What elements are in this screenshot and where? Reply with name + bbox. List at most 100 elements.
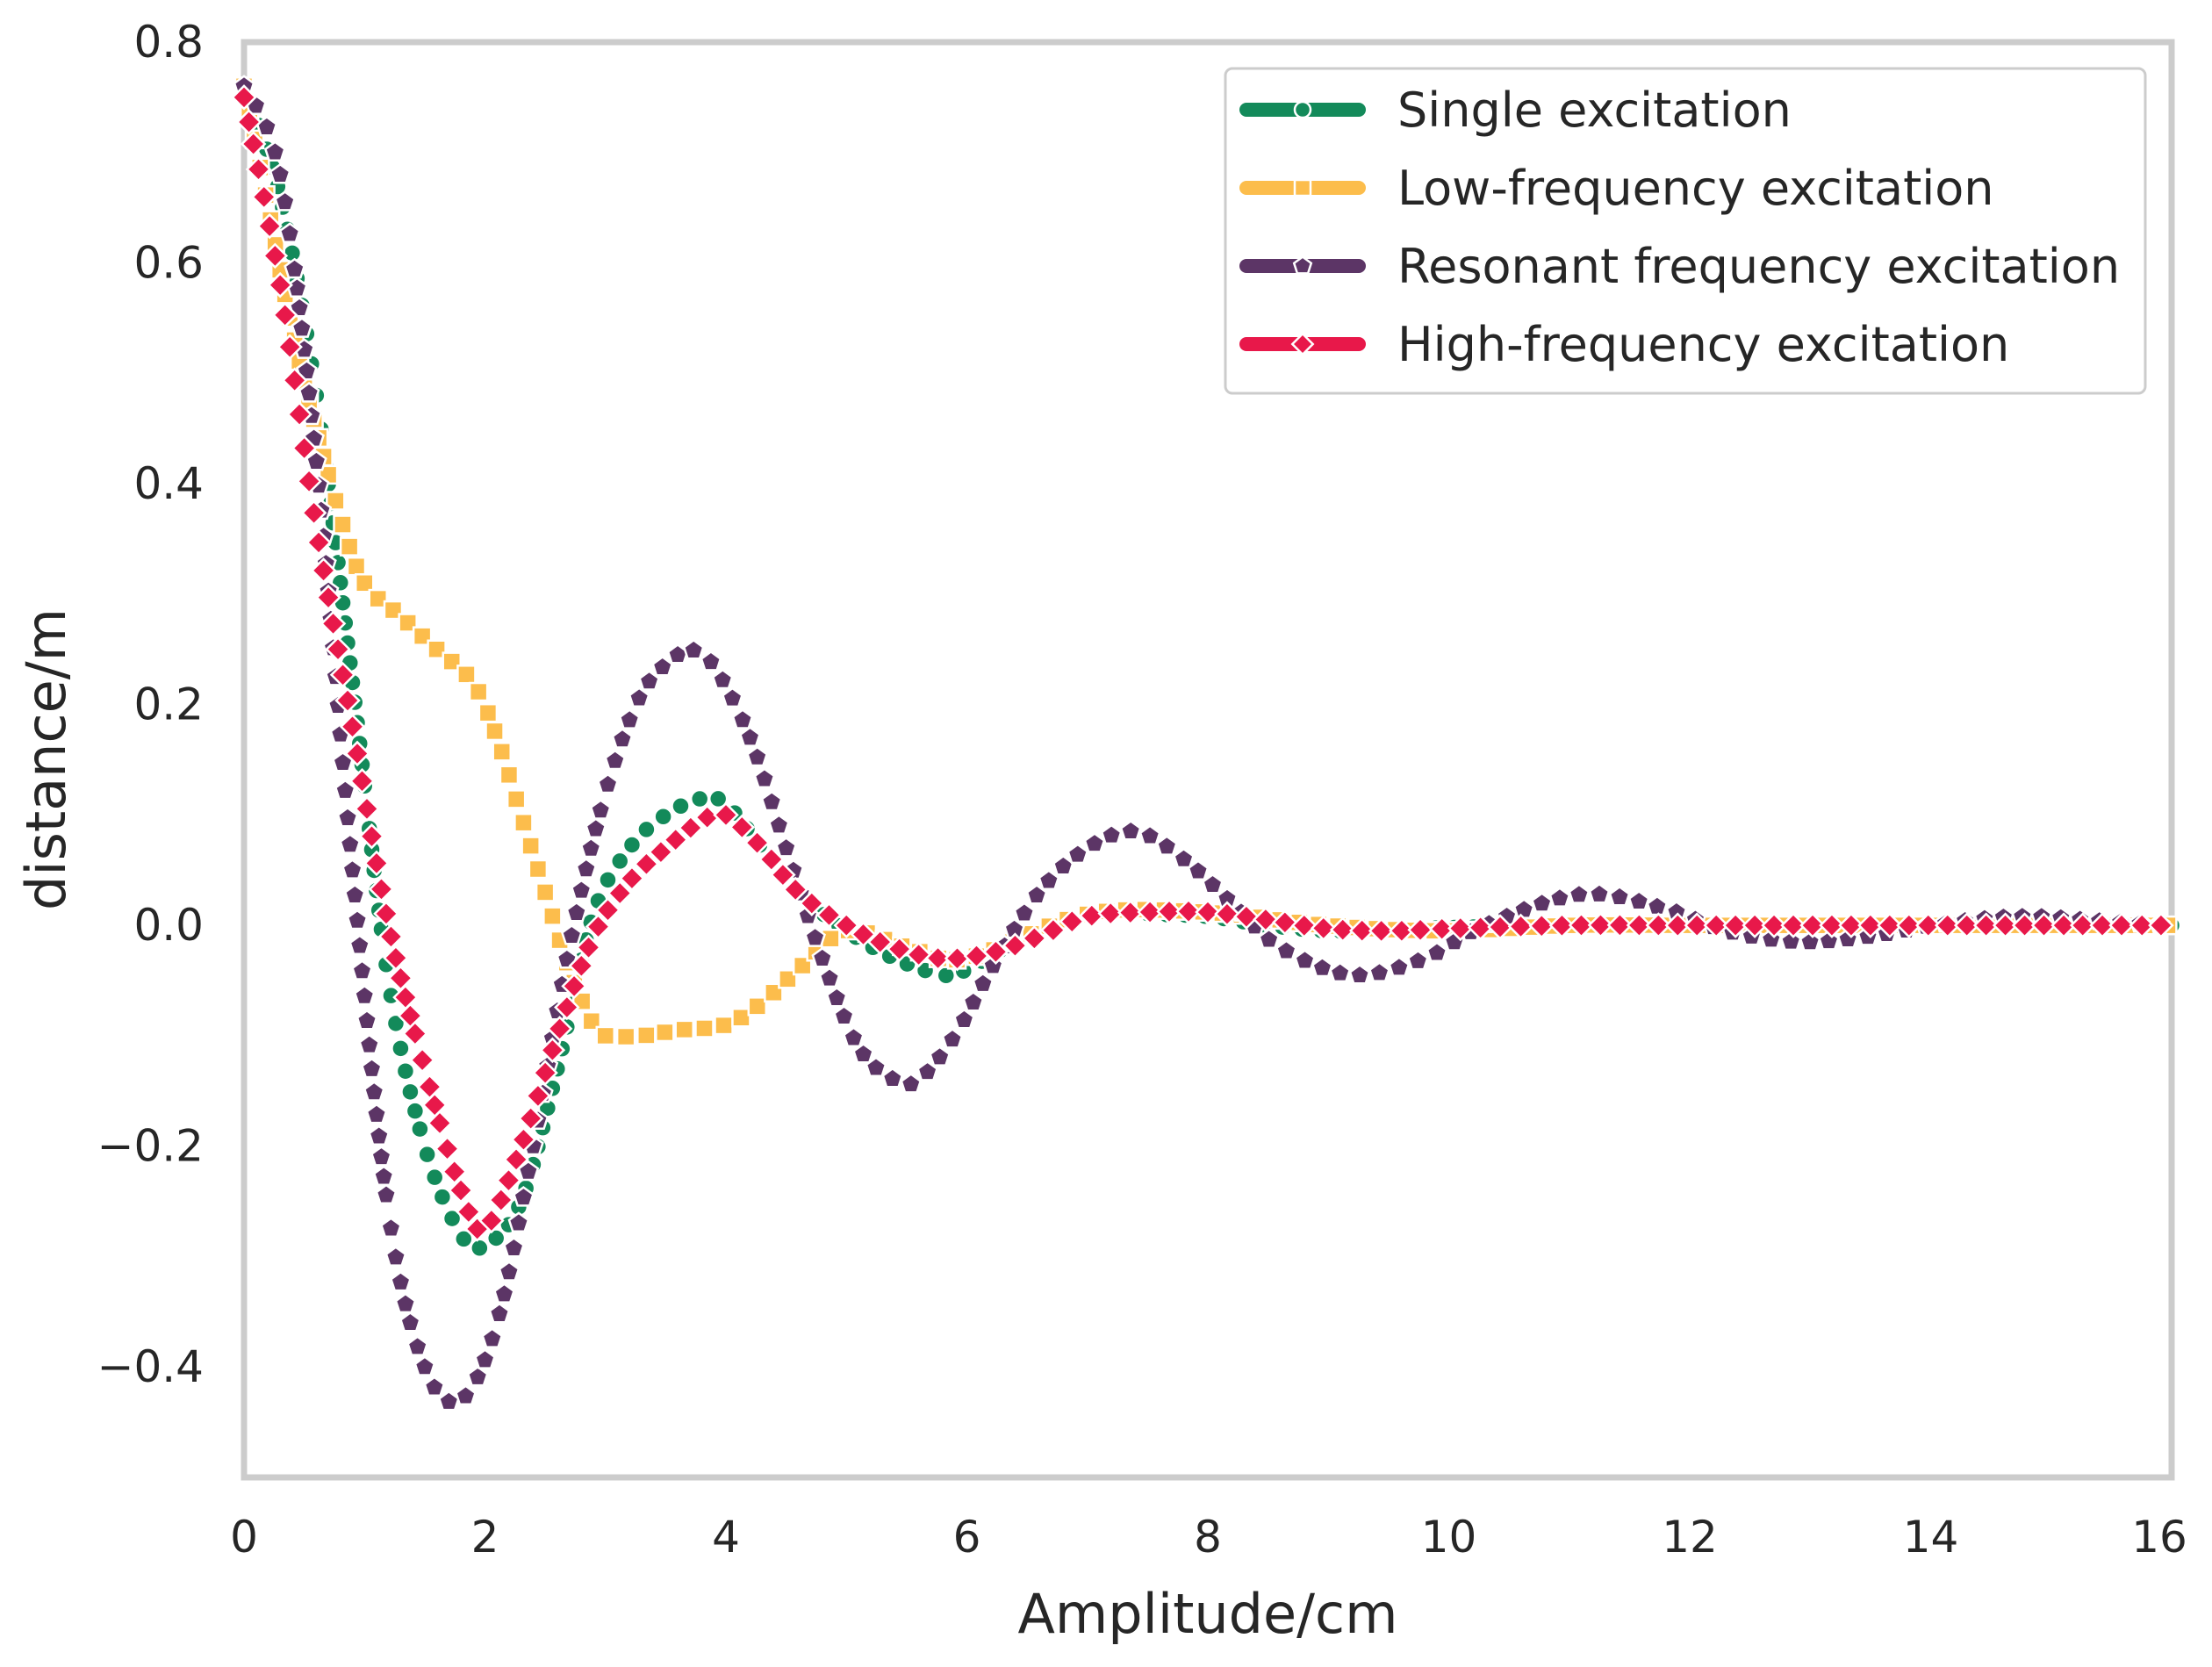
data-point [714,1015,734,1036]
data-point [707,788,729,809]
data-point [621,835,643,855]
data-point [356,1009,378,1031]
data-point [662,826,689,853]
x-tick-label: 16 [2131,1512,2187,1563]
data-point [775,837,798,858]
y-tick-label: 0.0 [133,900,204,951]
data-point [700,650,722,672]
data-point [615,1026,636,1047]
data-point [542,906,563,926]
data-point [305,449,327,471]
data-point [1294,949,1316,970]
data-point [1934,912,1961,938]
data-point [1389,917,1415,944]
data-point [269,162,291,184]
data-point [1568,912,1595,938]
data-point [405,1101,426,1121]
data-point [495,1167,522,1194]
data-point [354,795,380,823]
data-point [455,1384,477,1405]
data-point [305,529,332,556]
data-point [326,491,346,511]
x-tick-label: 12 [1662,1512,1718,1563]
x-axis: 0 2 4 6 8 10 12 14 16 [230,1512,2187,1563]
data-point [339,714,366,740]
data-point [1838,912,1864,938]
data-point [1627,889,1650,911]
data-point [1202,873,1224,895]
data-point [2089,912,2115,938]
data-point [929,1045,952,1067]
data-point [1368,961,1390,982]
data-point [618,708,641,729]
data-point [245,156,272,183]
data-point [539,1037,566,1064]
data-point [346,909,369,931]
data-point [1606,912,1634,938]
data-point [1059,908,1086,935]
legend-label: Resonant frequency excitation [1397,239,2120,294]
data-point [517,1105,544,1132]
data-point [510,1126,537,1153]
data-point [339,536,360,557]
data-point [333,514,353,535]
data-point [1407,916,1433,944]
data-point [585,913,612,940]
data-point [1428,916,1455,942]
data-point [674,1019,694,1040]
data-point [1467,915,1494,941]
data-point [611,728,634,749]
data-point [1040,916,1066,944]
data-point [815,902,843,929]
legend-entry: Low-frequency excitation [1239,161,1994,216]
data-point [1684,912,1711,938]
data-point [607,880,633,907]
data-point [442,1208,463,1229]
data-point [456,665,477,685]
data-point [560,923,583,945]
data-point [334,687,361,714]
data-point [368,1125,391,1146]
data-point [2069,912,2096,938]
data-point [1329,916,1356,943]
data-point [535,882,556,902]
data-point [2050,912,2077,938]
data-point [358,1033,381,1055]
data-point [1021,925,1048,952]
data-point [604,749,627,771]
data-point [514,812,534,833]
x-axis-label: Amplitude/cm [1017,1582,1397,1646]
data-point [804,926,826,947]
data-point [739,726,761,747]
data-point [1097,900,1124,927]
data-point [506,789,527,809]
data-point [521,836,541,856]
data-point [852,1042,874,1064]
data-point [770,861,796,888]
data-point [778,969,798,989]
data-point [1013,902,1036,923]
data-point [1156,898,1182,925]
data-point [1368,917,1395,945]
data-point [434,1135,461,1162]
legend-label: High-frequency excitation [1397,317,2009,372]
data-point [731,708,754,729]
data-point [456,1198,482,1225]
y-axis: 0.8 0.6 0.4 0.2 0.0 −0.2 −0.4 [97,17,204,1392]
x-tick-label: 14 [1903,1512,1959,1563]
data-point [1066,843,1089,865]
data-point [1548,887,1571,908]
data-point [358,823,385,850]
data-point [341,859,363,880]
data-point [1406,949,1429,971]
data-point [579,837,602,859]
legend-box [1224,67,2147,395]
data-point [944,945,971,972]
data-point [240,131,267,157]
legend-marker [1292,255,1313,275]
data-point [363,850,390,877]
data-point [729,814,756,841]
legend-label: Single excitation [1397,83,1792,138]
data-point [1568,883,1591,904]
legend-entry: Resonant frequency excitation [1239,239,2120,294]
